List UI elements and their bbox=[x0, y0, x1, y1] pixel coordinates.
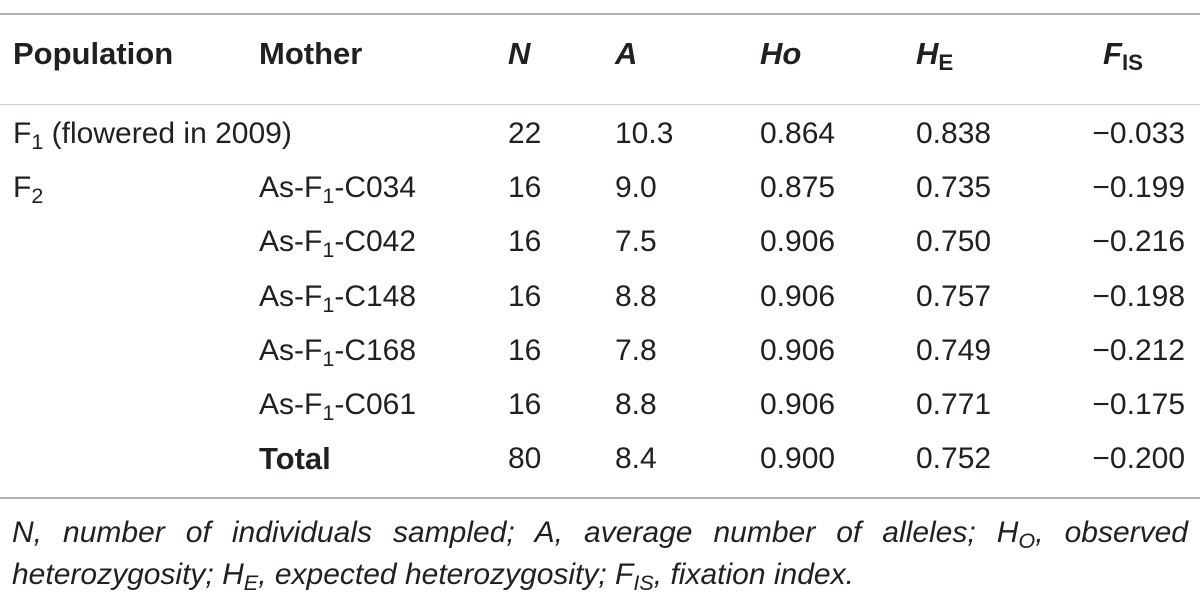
ho-cell: 0.906 bbox=[760, 388, 836, 421]
header-mother: Mother bbox=[259, 36, 363, 71]
table-footnote: N, number of individuals sampled; A, ave… bbox=[12, 516, 1188, 596]
header-n: N bbox=[508, 36, 531, 71]
n-cell: 16 bbox=[508, 334, 542, 367]
ho-cell: 0.900 bbox=[760, 442, 836, 475]
fis-cell: −0.199 bbox=[1092, 171, 1185, 204]
a-cell: 7.5 bbox=[615, 225, 657, 258]
mother-cell: As-F1-C034 bbox=[259, 171, 417, 209]
population-cell: F1 (flowered in 2009) bbox=[13, 117, 292, 155]
n-cell: 16 bbox=[508, 171, 542, 204]
mother-cell: As-F1-C042 bbox=[259, 225, 417, 263]
a-cell: 9.0 bbox=[615, 171, 657, 204]
ho-cell: 0.906 bbox=[760, 225, 836, 258]
bottom-rule bbox=[0, 497, 1200, 499]
n-cell: 16 bbox=[508, 225, 542, 258]
n-cell: 16 bbox=[508, 388, 542, 421]
mother-cell: Total bbox=[259, 441, 331, 476]
mother-cell: As-F1-C148 bbox=[259, 280, 417, 318]
header-he: HE bbox=[916, 36, 954, 76]
mother-cell: As-F1-C061 bbox=[259, 388, 417, 426]
ho-cell: 0.875 bbox=[760, 171, 836, 204]
he-cell: 0.757 bbox=[916, 280, 992, 313]
ho-cell: 0.864 bbox=[760, 117, 836, 150]
a-cell: 8.4 bbox=[615, 442, 657, 475]
a-cell: 10.3 bbox=[615, 117, 674, 150]
he-cell: 0.749 bbox=[916, 334, 992, 367]
n-cell: 16 bbox=[508, 280, 542, 313]
mother-cell: As-F1-C168 bbox=[259, 334, 417, 372]
header-a: A bbox=[615, 36, 638, 71]
header-population: Population bbox=[13, 36, 174, 71]
n-cell: 22 bbox=[508, 117, 542, 150]
population-cell: F2 bbox=[13, 171, 44, 209]
fis-cell: −0.216 bbox=[1092, 225, 1185, 258]
fis-cell: −0.175 bbox=[1092, 388, 1185, 421]
fis-cell: −0.200 bbox=[1092, 442, 1185, 475]
he-cell: 0.838 bbox=[916, 117, 992, 150]
ho-cell: 0.906 bbox=[760, 334, 836, 367]
header-ho: Ho bbox=[760, 36, 802, 71]
n-cell: 80 bbox=[508, 442, 542, 475]
he-cell: 0.752 bbox=[916, 442, 992, 475]
fis-cell: −0.033 bbox=[1092, 117, 1185, 150]
ho-cell: 0.906 bbox=[760, 280, 836, 313]
he-cell: 0.735 bbox=[916, 171, 992, 204]
fis-cell: −0.198 bbox=[1092, 280, 1185, 313]
he-cell: 0.750 bbox=[916, 225, 992, 258]
fis-cell: −0.212 bbox=[1092, 334, 1185, 367]
top-rule bbox=[0, 13, 1200, 15]
header-rule bbox=[0, 104, 1200, 105]
a-cell: 8.8 bbox=[615, 388, 657, 421]
header-fis: FIS bbox=[1103, 36, 1144, 76]
a-cell: 7.8 bbox=[615, 334, 657, 367]
a-cell: 8.8 bbox=[615, 280, 657, 313]
he-cell: 0.771 bbox=[916, 388, 992, 421]
